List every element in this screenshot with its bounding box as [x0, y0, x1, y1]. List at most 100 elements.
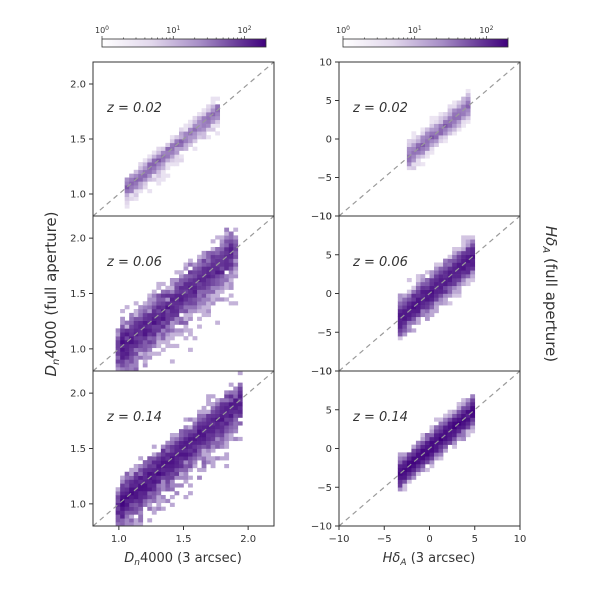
heatmap-cell: [160, 444, 166, 449]
heatmap-cell: [461, 436, 467, 442]
heatmap-cell: [219, 436, 225, 442]
heatmap-cell: [456, 254, 462, 259]
heatmap-cell: [142, 336, 148, 341]
heatmap-cell: [452, 281, 457, 287]
heatmap-cell: [129, 510, 135, 515]
heatmap-cell: [402, 293, 408, 298]
heatmap-cell: [201, 433, 207, 438]
heatmap-cell: [461, 409, 467, 414]
heatmap-cell: [156, 506, 162, 511]
heatmap-cell: [201, 301, 207, 306]
heatmap-cell: [151, 495, 157, 500]
y-tick-label: 2.0: [70, 389, 86, 400]
heatmap-cell: [219, 270, 225, 275]
heatmap-cell: [424, 297, 430, 302]
heatmap-cell: [188, 312, 193, 318]
heatmap-cell: [178, 293, 184, 298]
heatmap-cell: [156, 456, 162, 461]
heatmap-cell: [142, 185, 148, 190]
heatmap-cell: [165, 293, 171, 298]
heatmap-cell: [147, 177, 153, 182]
y-tick-label: 5: [326, 96, 332, 107]
heatmap-cell: [420, 444, 426, 449]
heatmap-cell: [197, 274, 202, 279]
heatmap-cell: [224, 243, 230, 248]
heatmap-cell: [197, 285, 202, 290]
heatmap-cell: [201, 448, 207, 453]
heatmap-cell: [420, 433, 426, 438]
heatmap-cell: [429, 429, 435, 434]
heatmap-cell: [206, 250, 211, 256]
heatmap-cell: [206, 104, 211, 109]
heatmap-cell: [438, 281, 444, 287]
heatmap-cell: [424, 293, 430, 298]
heatmap-cell: [406, 456, 412, 461]
heatmap-cell: [197, 429, 202, 434]
heatmap-cell: [133, 328, 139, 333]
heatmap-cell: [456, 258, 462, 263]
heatmap-cell: [115, 502, 121, 507]
colorbar-right-tick-label: 100: [336, 25, 350, 35]
heatmap-cell: [210, 394, 216, 399]
heatmap-cell: [156, 479, 162, 484]
heatmap-cell: [210, 440, 216, 445]
heatmap-cell: [151, 312, 157, 318]
heatmap-cell: [434, 266, 439, 271]
heatmap-cell: [133, 347, 139, 352]
heatmap-cell: [406, 475, 412, 480]
heatmap-cell: [424, 433, 430, 438]
heatmap-cell: [201, 285, 207, 290]
heatmap-cell: [206, 266, 211, 271]
heatmap-cell: [147, 506, 153, 511]
heatmap-cell: [456, 100, 462, 105]
heatmap-cell: [452, 440, 457, 445]
heatmap-cell: [210, 123, 216, 128]
heatmap-cell: [151, 332, 157, 337]
heatmap-cell: [183, 440, 189, 445]
heatmap-cell: [206, 309, 211, 314]
heatmap-cell: [424, 448, 430, 453]
heatmap-cell: [415, 320, 421, 325]
heatmap-cell: [124, 522, 130, 526]
heatmap-cell: [151, 162, 157, 167]
heatmap-cell: [456, 262, 462, 267]
heatmap-cell: [224, 262, 230, 267]
heatmap-cell: [169, 475, 175, 480]
heatmap-cell: [470, 262, 476, 267]
heatmap-cell: [115, 514, 121, 519]
heatmap-cell: [151, 165, 157, 171]
heatmap-cell: [228, 262, 234, 267]
heatmap-cell: [215, 131, 221, 136]
heatmap-cell: [115, 351, 121, 356]
heatmap-cell: [192, 278, 198, 283]
heatmap-cell: [147, 464, 153, 469]
heatmap-cell: [228, 235, 234, 240]
heatmap-cell: [142, 340, 148, 345]
heatmap-cell: [124, 483, 130, 488]
heatmap-cell: [138, 324, 144, 329]
heatmap-cell: [411, 301, 417, 306]
heatmap-cell: [183, 123, 189, 128]
heatmap-cell: [224, 274, 230, 279]
heatmap-cell: [165, 320, 171, 325]
heatmap-cell: [219, 243, 225, 248]
heatmap-cell: [397, 483, 403, 488]
heatmap-cell: [206, 262, 211, 267]
heatmap-cell: [215, 440, 221, 445]
heatmap-cell: [465, 92, 471, 97]
heatmap-cell: [461, 405, 467, 411]
heatmap-cell: [456, 429, 462, 434]
heatmap-cell: [129, 363, 135, 368]
heatmap-cell: [406, 150, 412, 155]
heatmap-cell: [424, 444, 430, 449]
heatmap-cell: [215, 119, 221, 124]
heatmap-cell: [188, 139, 193, 144]
heatmap-cell: [142, 343, 148, 349]
heatmap-cell: [452, 258, 457, 263]
heatmap-cell: [461, 398, 467, 403]
heatmap-cell: [228, 266, 234, 271]
heatmap-cell: [424, 312, 430, 318]
heatmap-cell: [224, 394, 230, 399]
heatmap-cell: [183, 312, 189, 318]
heatmap-cell: [174, 162, 180, 167]
